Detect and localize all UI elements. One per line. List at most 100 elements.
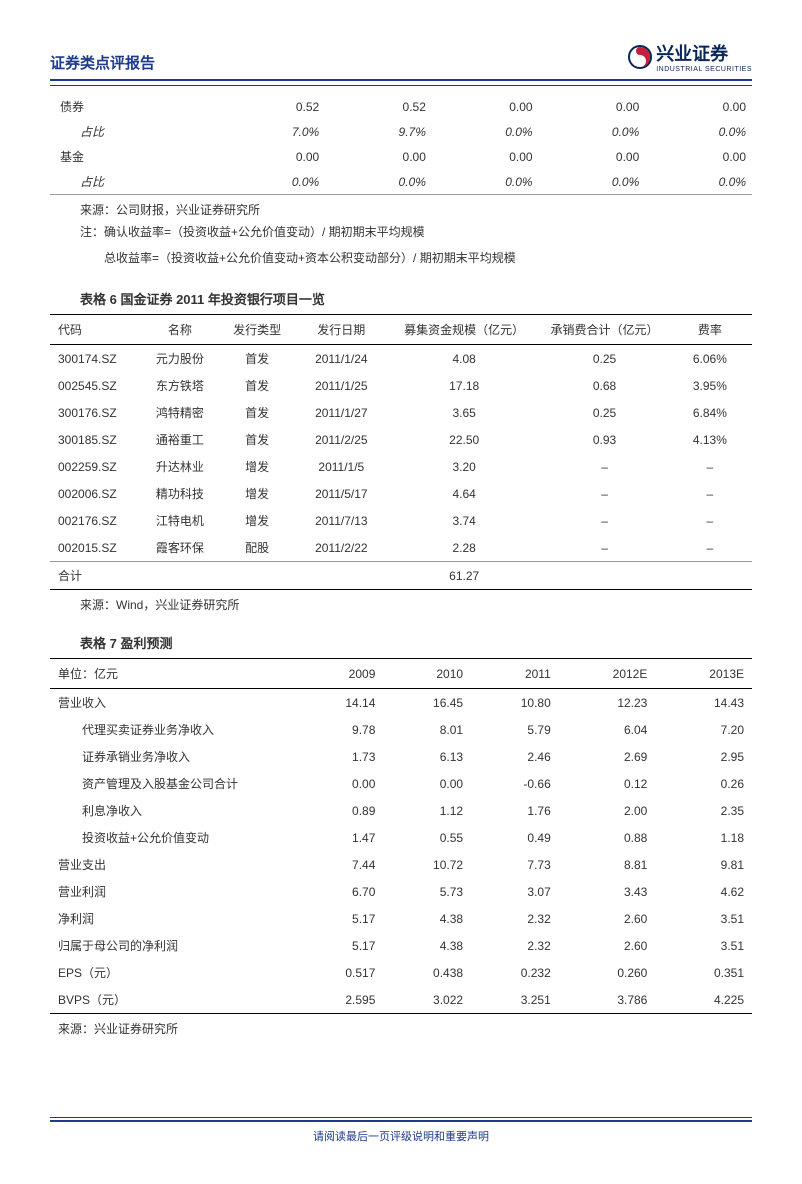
cell-value: 1.73 [296, 743, 384, 770]
column-header: 名称 [141, 315, 218, 345]
cell-value: 5.73 [383, 878, 471, 905]
cell-value: 2.595 [296, 986, 384, 1014]
cell-value: 2011/1/24 [296, 345, 387, 373]
cell-value: 2.60 [559, 905, 656, 932]
cell-value: 3.51 [655, 932, 752, 959]
cell-value: 元力股份 [141, 345, 218, 373]
cell-value: 1.18 [655, 824, 752, 851]
table-row: 300176.SZ鸿特精密首发2011/1/273.650.256.84% [50, 399, 752, 426]
cell-value: 22.50 [387, 426, 541, 453]
cell-value: 14.43 [655, 689, 752, 717]
cell-value: 1.47 [296, 824, 384, 851]
cell-value: 002176.SZ [50, 507, 141, 534]
cell-value: 9.7% [325, 119, 432, 144]
cell-value: 0.25 [541, 345, 667, 373]
cell-value: 4.08 [387, 345, 541, 373]
cell-value: 归属于母公司的净利润 [50, 932, 296, 959]
cell-value: 增发 [218, 453, 295, 480]
cell-value: 升达林业 [141, 453, 218, 480]
cell-value: 增发 [218, 507, 295, 534]
cell-value: 2.46 [471, 743, 559, 770]
cell-value: 0.00 [645, 144, 752, 169]
cell-value: 0.00 [325, 144, 432, 169]
table1-source: 来源：公司财报，兴业证券研究所 [80, 201, 752, 218]
cell-value: – [541, 453, 667, 480]
cell-value: 0.0% [325, 169, 432, 195]
cell-value: 2.95 [655, 743, 752, 770]
cell-value: 2011/1/5 [296, 453, 387, 480]
cell-value: 0.93 [541, 426, 667, 453]
table-row: 营业利润6.705.733.073.434.62 [50, 878, 752, 905]
cell-value: 5.17 [296, 932, 384, 959]
cell-value: 0.12 [559, 770, 656, 797]
cell-value: 0.260 [559, 959, 656, 986]
cell-value: 10.72 [383, 851, 471, 878]
column-header: 代码 [50, 315, 141, 345]
cell-value: 5.79 [471, 716, 559, 743]
cell-value: 7.44 [296, 851, 384, 878]
cell-value: 0.517 [296, 959, 384, 986]
column-header: 2011 [471, 659, 559, 689]
cell-value: 7.20 [655, 716, 752, 743]
cell-value: 营业收入 [50, 689, 296, 717]
table-row: 300185.SZ通裕重工首发2011/2/2522.500.934.13% [50, 426, 752, 453]
cell-value: 14.14 [296, 689, 384, 717]
cell-value: 0.00 [539, 144, 646, 169]
cell-value: – [668, 453, 752, 480]
cell-value: 首发 [218, 426, 295, 453]
column-header: 2009 [296, 659, 384, 689]
cell-value: BVPS（元） [50, 986, 296, 1014]
cell-value [668, 562, 752, 590]
table-row: 证券承销业务净收入1.736.132.462.692.95 [50, 743, 752, 770]
cell-value: 3.786 [559, 986, 656, 1014]
cell-value: 300174.SZ [50, 345, 141, 373]
cell-value: 配股 [218, 534, 295, 562]
cell-value: 0.89 [296, 797, 384, 824]
cell-value: 7.73 [471, 851, 559, 878]
cell-value: 3.65 [387, 399, 541, 426]
cell-value: 增发 [218, 480, 295, 507]
cell-value: 2011/2/25 [296, 426, 387, 453]
cell-value: 4.38 [383, 932, 471, 959]
cell-value: 8.81 [559, 851, 656, 878]
cell-value: 首发 [218, 345, 295, 373]
logo-text-en: INDUSTRIAL SECURITIES [656, 66, 752, 73]
cell-value: 9.81 [655, 851, 752, 878]
cell-value: 0.0% [218, 169, 325, 195]
cell-value: 002545.SZ [50, 372, 141, 399]
cell-value: 9.78 [296, 716, 384, 743]
cell-value: – [668, 534, 752, 562]
table-row: 占比7.0%9.7%0.0%0.0%0.0% [50, 119, 752, 144]
cell-value: 6.84% [668, 399, 752, 426]
cell-value: 3.07 [471, 878, 559, 905]
total-row: 合计61.27 [50, 562, 752, 590]
cell-value: 0.00 [539, 94, 646, 119]
cell-value: 证券承销业务净收入 [50, 743, 296, 770]
column-header: 单位：亿元 [50, 659, 296, 689]
cell-value: 东方铁塔 [141, 372, 218, 399]
cell-value: 0.438 [383, 959, 471, 986]
cell-value: 2.60 [559, 932, 656, 959]
cell-value: 3.022 [383, 986, 471, 1014]
table-row: 净利润5.174.382.322.603.51 [50, 905, 752, 932]
column-header: 承销费合计（亿元） [541, 315, 667, 345]
cell-value: 6.13 [383, 743, 471, 770]
cell-value: 0.00 [432, 144, 539, 169]
cell-value: 利息净收入 [50, 797, 296, 824]
table1-note1: 注：确认收益率=（投资收益+公允价值变动）/ 期初期末平均规模 [80, 222, 752, 244]
cell-value: – [541, 534, 667, 562]
row-label: 债券 [50, 94, 218, 119]
cell-value: 投资收益+公允价值变动 [50, 824, 296, 851]
cell-value: 0.52 [325, 94, 432, 119]
table-row: EPS（元）0.5170.4380.2320.2600.351 [50, 959, 752, 986]
cell-value: 10.80 [471, 689, 559, 717]
cell-value: 0.26 [655, 770, 752, 797]
cell-value: 3.51 [655, 905, 752, 932]
cell-value: 12.23 [559, 689, 656, 717]
table-row: 002259.SZ升达林业增发2011/1/53.20–– [50, 453, 752, 480]
report-type-title: 证券类点评报告 [50, 52, 155, 73]
cell-value: 0.00 [645, 94, 752, 119]
cell-value [141, 562, 218, 590]
cell-value: 0.232 [471, 959, 559, 986]
cell-value: 2011/2/22 [296, 534, 387, 562]
